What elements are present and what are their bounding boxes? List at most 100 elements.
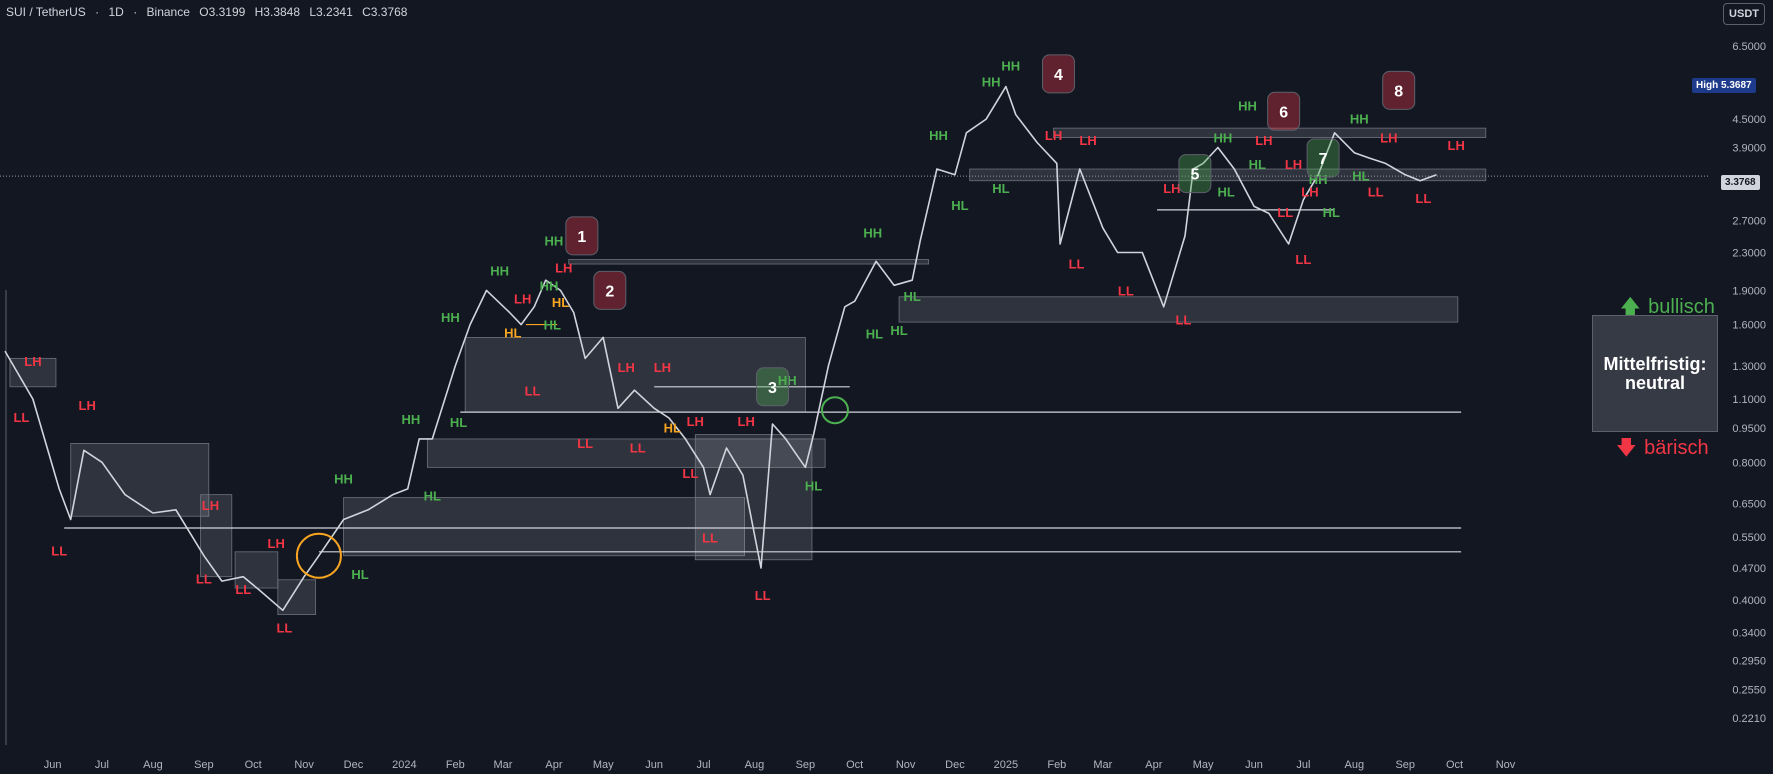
ohlc-low: L3.2341 [309, 5, 353, 19]
zone-box [969, 168, 1487, 182]
swing-label: LL [1118, 284, 1134, 299]
swing-label: HH [1213, 130, 1232, 145]
zone-box [9, 357, 57, 388]
x-tick-label: 2024 [392, 759, 416, 771]
x-tick-label: May [593, 759, 614, 771]
y-tick-label: 3.9000 [1732, 143, 1766, 155]
swing-label: HL [664, 420, 681, 435]
marker-bubble [593, 270, 627, 310]
swing-label: HL [351, 567, 368, 582]
x-tick-label: Jun [44, 759, 62, 771]
marker-bubble [1041, 54, 1075, 94]
marker-number: 4 [1054, 67, 1063, 84]
y-tick-label: 0.3400 [1732, 627, 1766, 639]
marker-bubble [1267, 91, 1301, 131]
swing-label: HL [904, 289, 921, 304]
ohlc-close: C3.3768 [362, 5, 408, 19]
swing-label: HL [805, 478, 822, 493]
swing-label: HL [1352, 169, 1369, 184]
breakout-circle [295, 532, 342, 579]
swing-label: LH [24, 354, 41, 369]
header-separator: · [133, 5, 138, 19]
x-tick-label: Sep [1395, 759, 1415, 771]
swing-label: HL [951, 198, 968, 213]
swing-label: HH [778, 373, 797, 388]
swing-label: LL [235, 582, 251, 597]
x-tick-label: 2025 [994, 759, 1018, 771]
swing-label: HL [552, 295, 569, 310]
x-tick-label: Sep [796, 759, 816, 771]
marker-4: 4 [1041, 54, 1075, 94]
y-tick-label: 0.8000 [1732, 457, 1766, 469]
marker-5: 5 [1178, 154, 1212, 194]
arrow-down-icon: 🡇 [1616, 437, 1637, 459]
interval[interactable]: 1D [108, 5, 124, 19]
zone-box [568, 259, 930, 265]
symbol-name[interactable]: SUI / TetherUS [6, 5, 86, 19]
zone-box [234, 551, 279, 589]
swing-label: LL [13, 410, 29, 425]
swing-label: HH [1309, 172, 1328, 187]
swing-label: LH [1285, 157, 1302, 172]
zone-box [200, 494, 233, 578]
last-price-tag: 3.3768 [1721, 175, 1760, 190]
swing-label: HH [441, 310, 460, 325]
ohlc-high: H3.3848 [254, 5, 301, 19]
chart-header: SUI / TetherUS · 1D · Binance O3.3199 H3… [6, 5, 413, 19]
marker-number: 3 [768, 380, 777, 397]
swing-label: LH [1045, 128, 1062, 143]
marker-bubble [565, 216, 599, 256]
swing-label: HH [334, 471, 353, 486]
swing-label: LL [577, 436, 593, 451]
zone-box [70, 442, 210, 517]
swing-label: HH [1350, 112, 1369, 127]
exchange: Binance [146, 5, 190, 19]
swing-label: HL [1217, 184, 1234, 199]
x-tick-label: Nov [294, 759, 314, 771]
bullish-text: bullisch [1648, 296, 1715, 318]
swing-label: LL [196, 571, 212, 586]
x-tick-label: Mar [494, 759, 513, 771]
swing-label: HL [450, 415, 467, 430]
x-tick-label: Aug [143, 759, 163, 771]
swing-label: LL [682, 466, 698, 481]
zone-box [694, 434, 813, 561]
swing-label: LH [618, 360, 635, 375]
price-line [4, 85, 1437, 612]
header-separator: · [95, 5, 100, 19]
swing-label: HH [490, 263, 509, 278]
y-tick-label: 1.6000 [1732, 320, 1766, 332]
x-tick-label: May [1193, 759, 1214, 771]
swing-label: LH [687, 414, 704, 429]
swing-label: LL [525, 383, 541, 398]
bias-box: Mittelfristig: neutral [1592, 315, 1718, 432]
swing-label: HL [890, 323, 907, 338]
swing-label: HH [863, 225, 882, 240]
marker-1: 1 [565, 216, 599, 256]
marker-bubble [1178, 154, 1212, 194]
swing-label: HH [402, 412, 421, 427]
x-tick-label: Jun [645, 759, 663, 771]
swing-label: LH [1448, 138, 1465, 153]
y-tick-label: 0.4700 [1732, 563, 1766, 575]
x-tick-label: Jul [95, 759, 109, 771]
marker-2: 2 [593, 270, 627, 310]
x-tick-label: Nov [896, 759, 916, 771]
swing-label: LH [514, 291, 531, 306]
marker-number: 2 [605, 283, 614, 300]
swing-label: LL [276, 620, 292, 635]
x-tick-label: Feb [1047, 759, 1066, 771]
currency-button[interactable]: USDT [1723, 3, 1765, 25]
ohlc-open: O3.3199 [199, 5, 246, 19]
x-tick-label: Jul [1296, 759, 1310, 771]
x-tick-label: Oct [846, 759, 863, 771]
bearish-text: bärisch [1644, 437, 1709, 459]
swing-label: LL [1277, 205, 1293, 220]
marker-3: 3 [756, 367, 790, 407]
swing-label: HH [982, 75, 1001, 90]
marker-number: 7 [1319, 151, 1328, 168]
swing-label: LH [268, 536, 285, 551]
arrow-up-icon: 🡅 [1620, 296, 1641, 318]
swing-label: HL [866, 327, 883, 342]
